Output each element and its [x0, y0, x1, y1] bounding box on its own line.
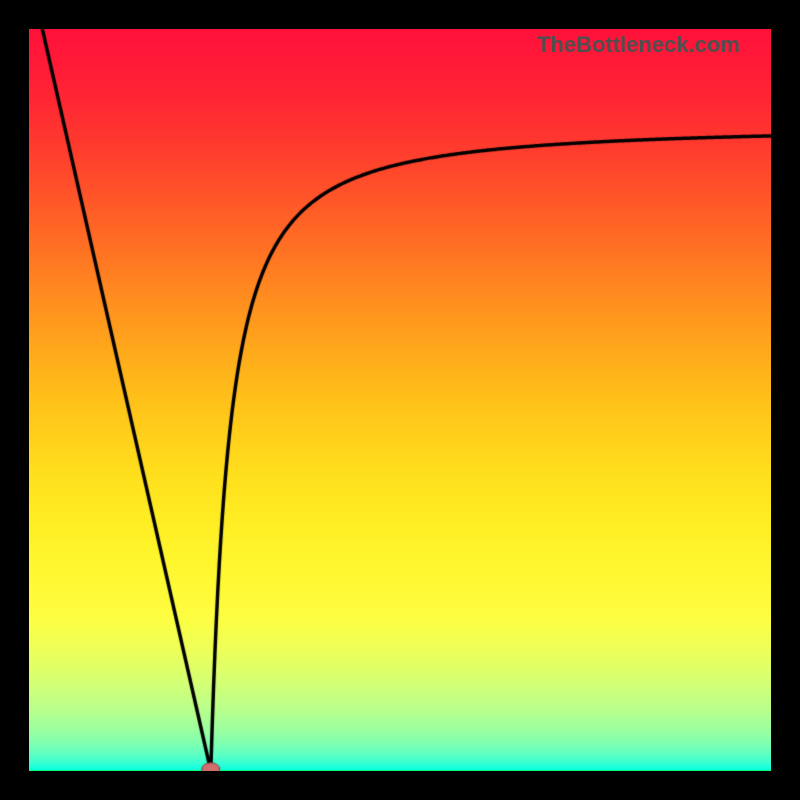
chart-frame: TheBottleneck.com: [0, 0, 800, 800]
plot-area: [29, 29, 771, 771]
curve-layer: [29, 29, 771, 771]
watermark-text: TheBottleneck.com: [537, 32, 740, 58]
